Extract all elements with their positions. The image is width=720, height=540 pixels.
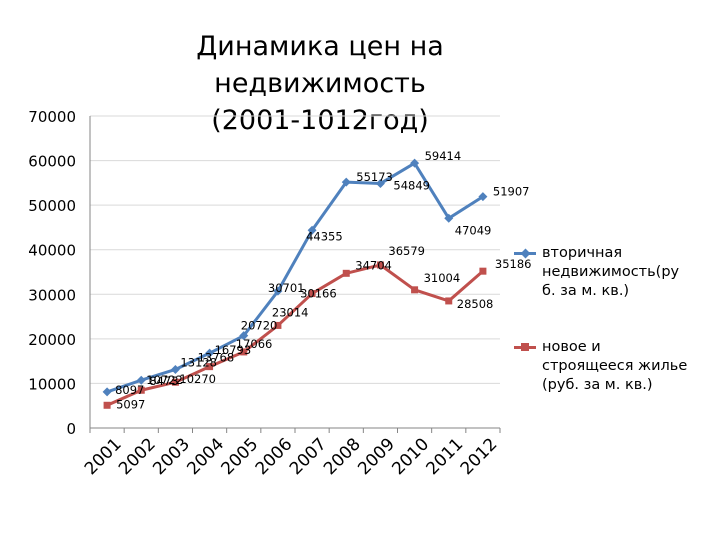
- data-labels: 8097107221312816793207203070144355551735…: [115, 149, 531, 411]
- chart-title: Динамика цен на недвижимость (2001-1012г…: [100, 28, 540, 139]
- x-tick-label: 2001: [81, 434, 126, 479]
- legend-item-secondary: вторичная недвижимость(ру б. за м. кв.): [512, 244, 712, 301]
- data-label-secondary: 47049: [455, 223, 492, 237]
- x-tick-label: 2003: [149, 434, 194, 479]
- data-point-square: [240, 348, 248, 356]
- data-label-secondary: 10722: [146, 373, 183, 387]
- data-label-secondary: 55173: [356, 170, 393, 184]
- data-label-new: 35186: [495, 257, 532, 271]
- gridlines: [90, 115, 500, 384]
- data-point-square: [206, 363, 214, 371]
- data-label-new: 17066: [236, 337, 273, 351]
- legend-label-new-3: (руб. за м. кв.): [542, 377, 653, 393]
- data-point-diamond: [136, 375, 146, 385]
- x-tick-label: 2010: [388, 434, 433, 479]
- data-label-secondary: 20720: [241, 319, 278, 333]
- legend-label-new-1: новое и: [542, 339, 601, 355]
- data-label-secondary: 16793: [215, 343, 252, 357]
- data-point-square: [137, 386, 145, 394]
- data-point-diamond: [239, 331, 249, 341]
- data-point-diamond: [444, 213, 454, 223]
- data-point-diamond: [410, 158, 420, 168]
- data-label-new: 13768: [198, 351, 235, 365]
- data-label-new: 34704: [355, 258, 392, 272]
- data-point-diamond: [205, 348, 215, 358]
- data-point-square: [103, 401, 111, 409]
- legend-label-secondary-1: вторичная: [542, 245, 623, 261]
- data-point-square: [411, 286, 419, 294]
- legend: вторичная недвижимость(ру б. за м. кв.) …: [512, 244, 712, 395]
- y-tick-label: 40000: [28, 242, 76, 260]
- data-point-diamond: [273, 286, 283, 296]
- x-tick-label: 2008: [320, 434, 365, 479]
- data-point-square: [274, 321, 282, 329]
- diamond-icon: [520, 248, 531, 259]
- data-label-secondary: 44355: [306, 229, 343, 243]
- data-point-square: [479, 267, 487, 275]
- data-point-diamond: [375, 179, 385, 189]
- data-point-diamond: [307, 225, 317, 235]
- x-tick-label: 2005: [218, 434, 263, 479]
- y-tick-label: 50000: [28, 197, 76, 215]
- data-point-diamond: [478, 192, 488, 202]
- data-label-new: 31004: [424, 271, 461, 285]
- legend-label-secondary-3: б. за м. кв.): [542, 283, 630, 299]
- data-point-square: [342, 269, 350, 277]
- data-point-square: [308, 290, 316, 298]
- data-label-secondary: 51907: [493, 185, 530, 199]
- data-point-diamond: [102, 387, 112, 397]
- data-label-new: 30166: [300, 287, 337, 301]
- data-label-secondary: 30701: [268, 281, 305, 295]
- x-tick-label: 2012: [457, 434, 502, 479]
- data-label-new: 23014: [272, 305, 309, 319]
- chart-title-line1: Динамика цен на недвижимость: [196, 31, 444, 99]
- x-tick-label: 2007: [286, 434, 331, 479]
- data-label-new: 5097: [116, 397, 145, 411]
- legend-label-secondary-2: недвижимость(ру: [542, 264, 680, 280]
- data-label-secondary: 59414: [425, 149, 462, 163]
- data-point-square: [376, 261, 384, 269]
- data-label-new: 28508: [457, 297, 494, 311]
- data-point-diamond: [341, 177, 351, 187]
- data-point-square: [171, 378, 179, 386]
- data-label-new: 36579: [388, 244, 425, 258]
- legend-item-new: новое и строящееся жилье (руб. за м. кв.…: [512, 338, 712, 395]
- data-point-square: [445, 297, 453, 305]
- square-icon: [521, 343, 529, 351]
- data-label-secondary: 8097: [115, 383, 144, 397]
- y-tick-label: 10000: [28, 375, 76, 393]
- y-tick-label: 0: [66, 420, 76, 438]
- x-tick-label: 2004: [183, 434, 228, 479]
- x-tick-label: 2006: [252, 434, 297, 479]
- series: [102, 158, 488, 409]
- series-line-secondary: [106, 161, 484, 394]
- x-tick-label: 2009: [354, 434, 399, 479]
- x-tick-label: 2011: [423, 434, 468, 479]
- y-tick-label: 30000: [28, 286, 76, 304]
- y-tick-label: 60000: [28, 153, 76, 171]
- chart-title-line2: (2001-1012год): [211, 105, 429, 136]
- data-label-secondary: 54849: [393, 179, 430, 193]
- data-label-new: 8473: [149, 374, 178, 388]
- data-label-new: 10270: [179, 372, 216, 386]
- data-point-diamond: [170, 364, 180, 374]
- y-tick-label: 70000: [28, 108, 76, 126]
- series-line-new: [106, 263, 484, 407]
- y-tick-label: 20000: [28, 331, 76, 349]
- data-label-secondary: 13128: [180, 355, 217, 369]
- x-tick-label: 2002: [115, 434, 160, 479]
- legend-label-new-2: строящееся жилье: [542, 358, 688, 374]
